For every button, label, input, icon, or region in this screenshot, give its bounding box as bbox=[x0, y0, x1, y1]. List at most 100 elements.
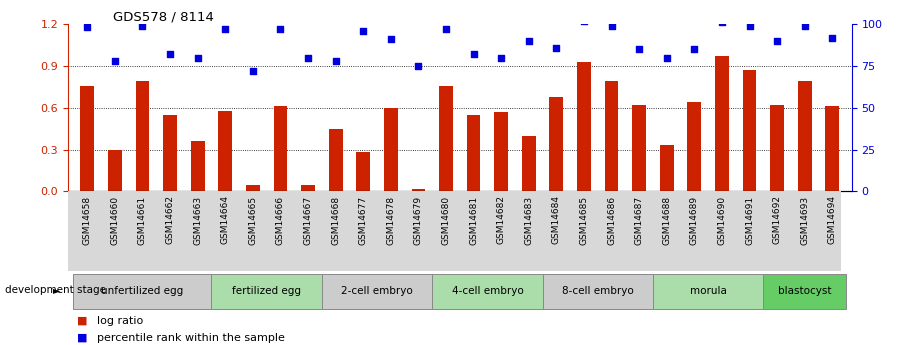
Point bbox=[715, 20, 729, 25]
Bar bbox=[770, 105, 784, 191]
Point bbox=[80, 25, 94, 30]
FancyBboxPatch shape bbox=[68, 191, 841, 271]
Text: GSM14679: GSM14679 bbox=[414, 195, 423, 245]
Bar bbox=[356, 152, 371, 191]
Point bbox=[274, 27, 288, 32]
Point bbox=[825, 35, 840, 40]
Text: GSM14691: GSM14691 bbox=[745, 195, 754, 245]
Text: GSM14660: GSM14660 bbox=[111, 195, 120, 245]
FancyBboxPatch shape bbox=[73, 275, 211, 308]
Bar bbox=[660, 146, 674, 191]
Text: GSM14678: GSM14678 bbox=[386, 195, 395, 245]
FancyBboxPatch shape bbox=[211, 275, 322, 308]
Point bbox=[246, 68, 260, 74]
Bar bbox=[411, 189, 425, 191]
Bar bbox=[798, 81, 812, 191]
Text: GSM14667: GSM14667 bbox=[304, 195, 313, 245]
Text: GSM14694: GSM14694 bbox=[828, 195, 837, 245]
Text: 8-cell embryo: 8-cell embryo bbox=[562, 286, 633, 296]
Text: GSM14688: GSM14688 bbox=[662, 195, 671, 245]
Text: GSM14668: GSM14668 bbox=[331, 195, 340, 245]
Text: GSM14681: GSM14681 bbox=[469, 195, 478, 245]
Bar bbox=[218, 111, 232, 191]
Bar bbox=[577, 62, 591, 191]
Text: ►: ► bbox=[53, 285, 61, 295]
Bar bbox=[439, 86, 453, 191]
Point bbox=[108, 58, 122, 64]
Bar bbox=[301, 185, 315, 191]
Point bbox=[328, 58, 342, 64]
Text: GSM14690: GSM14690 bbox=[718, 195, 727, 245]
Text: GSM14658: GSM14658 bbox=[82, 195, 92, 245]
Text: unfertilized egg: unfertilized egg bbox=[101, 286, 184, 296]
Text: 4-cell embryo: 4-cell embryo bbox=[451, 286, 524, 296]
Text: GSM14677: GSM14677 bbox=[359, 195, 368, 245]
Point bbox=[797, 23, 812, 29]
Bar bbox=[274, 106, 287, 191]
Text: morula: morula bbox=[689, 286, 727, 296]
FancyBboxPatch shape bbox=[432, 275, 543, 308]
Text: blastocyst: blastocyst bbox=[778, 286, 832, 296]
Bar bbox=[467, 115, 480, 191]
Bar bbox=[495, 112, 508, 191]
Bar bbox=[743, 70, 757, 191]
Point bbox=[687, 47, 701, 52]
Point bbox=[494, 55, 508, 60]
Text: GSM14689: GSM14689 bbox=[689, 195, 699, 245]
Bar bbox=[246, 185, 260, 191]
Bar bbox=[329, 129, 342, 191]
FancyBboxPatch shape bbox=[653, 275, 764, 308]
Point bbox=[577, 18, 592, 23]
Text: ■: ■ bbox=[77, 316, 88, 326]
FancyBboxPatch shape bbox=[543, 275, 653, 308]
Text: percentile rank within the sample: percentile rank within the sample bbox=[97, 333, 284, 343]
Text: GDS578 / 8114: GDS578 / 8114 bbox=[113, 10, 214, 23]
Bar bbox=[632, 105, 646, 191]
Bar bbox=[136, 81, 149, 191]
Bar bbox=[191, 141, 205, 191]
Text: log ratio: log ratio bbox=[97, 316, 143, 326]
Bar bbox=[825, 106, 839, 191]
Bar bbox=[384, 108, 398, 191]
Bar bbox=[715, 56, 728, 191]
FancyBboxPatch shape bbox=[322, 275, 432, 308]
Point bbox=[631, 47, 646, 52]
Text: GSM14692: GSM14692 bbox=[773, 195, 782, 245]
Bar bbox=[549, 97, 564, 191]
Text: GSM14693: GSM14693 bbox=[800, 195, 809, 245]
Point bbox=[660, 55, 674, 60]
Point bbox=[770, 38, 785, 44]
Point bbox=[467, 51, 481, 57]
FancyBboxPatch shape bbox=[764, 275, 846, 308]
Point bbox=[356, 28, 371, 33]
Point bbox=[522, 38, 536, 44]
Bar bbox=[163, 115, 177, 191]
Point bbox=[383, 37, 398, 42]
Text: GSM14665: GSM14665 bbox=[248, 195, 257, 245]
Point bbox=[301, 55, 315, 60]
Bar bbox=[108, 150, 121, 191]
Text: GSM14687: GSM14687 bbox=[635, 195, 643, 245]
Text: GSM14661: GSM14661 bbox=[138, 195, 147, 245]
Text: ■: ■ bbox=[77, 333, 88, 343]
Text: GSM14666: GSM14666 bbox=[276, 195, 284, 245]
Text: GSM14683: GSM14683 bbox=[525, 195, 534, 245]
Text: GSM14684: GSM14684 bbox=[552, 195, 561, 245]
Text: GSM14685: GSM14685 bbox=[580, 195, 589, 245]
Text: fertilized egg: fertilized egg bbox=[232, 286, 301, 296]
Point bbox=[549, 45, 564, 50]
Point bbox=[218, 27, 233, 32]
Text: GSM14680: GSM14680 bbox=[441, 195, 450, 245]
Point bbox=[411, 63, 426, 69]
Text: GSM14663: GSM14663 bbox=[193, 195, 202, 245]
Bar bbox=[522, 136, 535, 191]
Point bbox=[190, 55, 205, 60]
Text: 2-cell embryo: 2-cell embryo bbox=[342, 286, 413, 296]
Text: GSM14664: GSM14664 bbox=[221, 195, 230, 245]
Point bbox=[135, 23, 149, 29]
Point bbox=[163, 51, 178, 57]
Bar bbox=[81, 86, 94, 191]
Bar bbox=[604, 81, 619, 191]
Text: GSM14662: GSM14662 bbox=[166, 195, 175, 245]
Point bbox=[439, 27, 453, 32]
